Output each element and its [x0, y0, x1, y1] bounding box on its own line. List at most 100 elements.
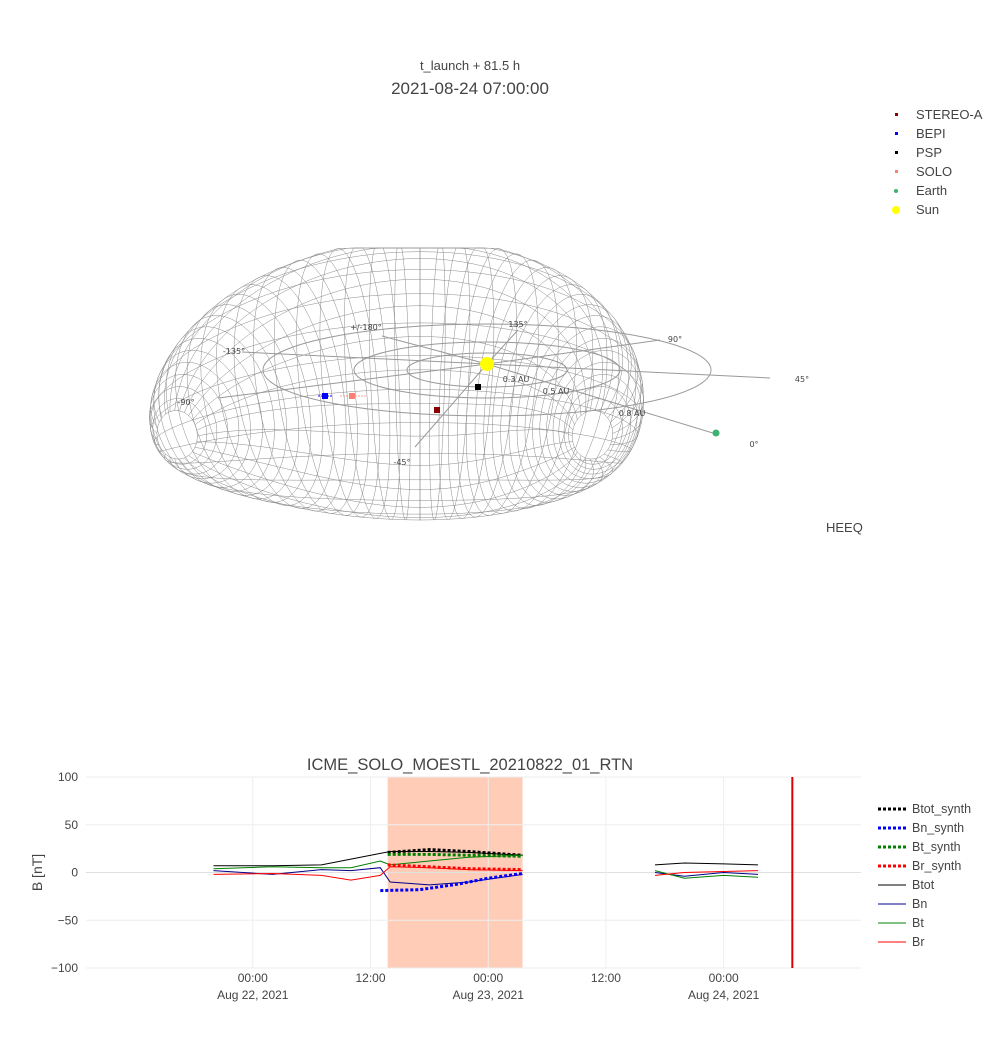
series-line-bn-synth	[380, 872, 523, 893]
series-legend[interactable]: Btot_synth Bn_synth Bt_synth Br_synth Btot Bn…	[872, 799, 971, 951]
stereo-a-marker	[434, 407, 440, 413]
legend-label: Earth	[916, 183, 948, 198]
legend-item-bn[interactable]: Bn	[872, 894, 971, 913]
legend-item-psp[interactable]: PSP	[876, 143, 982, 162]
series-line-bt	[213, 854, 759, 879]
sun-marker	[480, 357, 494, 371]
longitude-line	[217, 363, 488, 399]
mesh-line	[174, 458, 603, 501]
legend-item-earth[interactable]: Earth	[876, 181, 982, 200]
line-swatch-icon	[872, 939, 912, 945]
legend-item-sun[interactable]: Sun	[876, 200, 982, 219]
view-timestamp: 2021-08-24 07:00:00	[391, 79, 549, 98]
mesh-line	[197, 429, 573, 437]
mesh-line	[184, 278, 587, 413]
ring-label: 0.3 AU	[503, 375, 530, 384]
longitude-line	[381, 335, 488, 365]
mesh-line	[149, 322, 644, 434]
legend-item-btot-synth[interactable]: Btot_synth	[872, 799, 971, 818]
x-tick-label: 12:00	[591, 971, 621, 985]
legend-label: Br	[912, 934, 925, 949]
chart-grid	[86, 776, 861, 969]
chart-series	[213, 848, 759, 893]
series-line-br	[213, 866, 759, 881]
bodies-legend[interactable]: STEREO-A BEPI PSP SOLO Earth Sun	[876, 105, 982, 219]
view-subtitle: t_launch + 81.5 h	[419, 58, 521, 73]
legend-label: Bt	[912, 915, 924, 930]
mesh-line	[192, 451, 578, 508]
legend-item-stereo-a[interactable]: STEREO-A	[876, 105, 982, 124]
mesh-ring	[394, 247, 411, 521]
longitude-line	[241, 351, 488, 365]
mesh-ring	[438, 247, 471, 520]
icme-interval	[387, 777, 523, 968]
mesh-ring	[156, 410, 198, 460]
spacecraft-positions	[318, 357, 720, 437]
longitude-line	[486, 329, 519, 365]
legend-label: Btot	[912, 877, 935, 892]
longitude-label: 135°	[508, 320, 527, 329]
series-line-btot	[213, 851, 759, 867]
line-swatch-icon	[872, 920, 912, 926]
longitude-line	[486, 339, 661, 365]
longitude-label: +/-180°	[350, 323, 382, 332]
legend-label: STEREO-A	[916, 107, 983, 122]
psp-marker	[475, 384, 481, 390]
longitude-line	[414, 363, 488, 448]
line-swatch-icon	[872, 882, 912, 888]
longitude-label: -135°	[223, 347, 245, 356]
line-swatch-icon	[872, 901, 912, 907]
line-swatch-icon	[872, 844, 912, 850]
x-tick-date-label: Aug 24, 2021	[688, 988, 760, 1002]
mesh-line	[188, 305, 582, 416]
frame-label: HEEQ	[826, 520, 863, 535]
legend-item-br-synth[interactable]: Br_synth	[872, 856, 971, 875]
mesh-ring	[344, 247, 391, 519]
series-line-bn	[213, 867, 759, 886]
legend-item-bt-synth[interactable]: Bt_synth	[872, 837, 971, 856]
longitude-label: 0°	[749, 440, 758, 449]
ring-label: 0.8 AU	[619, 409, 646, 418]
mesh-ring	[149, 374, 228, 475]
mesh-line	[194, 446, 575, 490]
legend-item-bn-synth[interactable]: Bn_synth	[872, 818, 971, 837]
longitude-label: 90°	[668, 335, 682, 344]
orbit-ring	[353, 341, 621, 399]
heeq-3d-view[interactable]: 0° 45° 90° 135° +/-180° -135° -90° -45° 0.3 AU 0.…	[0, 0, 1000, 640]
longitude-line	[486, 363, 771, 379]
legend-item-btot[interactable]: Btot	[872, 875, 971, 894]
x-tick-label: 00:00	[473, 971, 503, 985]
legend-label: Br_synth	[912, 858, 962, 873]
mesh-ring	[186, 304, 300, 500]
orbit-ring	[406, 352, 568, 388]
legend-label: BEPI	[916, 126, 946, 141]
legend-item-bt[interactable]: Bt	[872, 913, 971, 932]
line-swatch-icon	[872, 863, 912, 869]
legend-item-bepi[interactable]: BEPI	[876, 124, 982, 143]
orbit-grid: 0° 45° 90° 135° +/-180° -135° -90° -45° 0.3 AU 0.…	[177, 320, 809, 467]
flux-rope-mesh	[149, 247, 644, 521]
mesh-line	[188, 455, 582, 518]
mesh-ring	[158, 338, 263, 488]
earth-marker	[712, 429, 720, 437]
legend-label: SOLO	[916, 164, 953, 179]
mesh-line	[192, 336, 578, 420]
square-marker-icon	[876, 132, 916, 135]
line-swatch-icon	[872, 806, 912, 812]
circle-marker-icon	[876, 205, 916, 214]
mesh-line	[153, 269, 639, 423]
mesh-line	[150, 293, 643, 429]
mesh-line	[157, 422, 632, 452]
icme-interval-shading	[387, 777, 523, 968]
y-tick-label: 0	[71, 866, 78, 880]
x-tick-label: 00:00	[709, 971, 739, 985]
legend-label: Btot_synth	[912, 801, 972, 816]
legend-item-br[interactable]: Br	[872, 932, 971, 951]
legend-item-solo[interactable]: SOLO	[876, 162, 982, 181]
mesh-line	[164, 247, 623, 415]
longitude-label: -90°	[177, 398, 194, 407]
mesh-line	[184, 457, 587, 521]
legend-label: PSP	[916, 145, 943, 160]
mesh-line	[196, 441, 573, 466]
series-line-bt-synth	[387, 852, 523, 858]
